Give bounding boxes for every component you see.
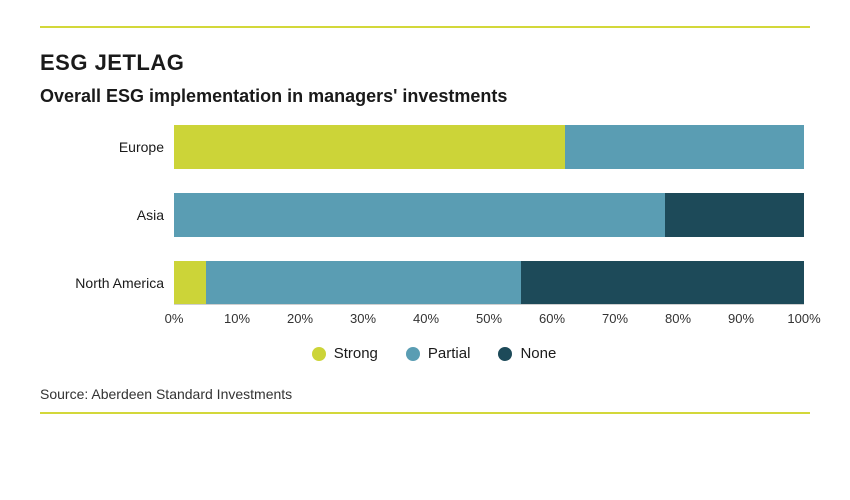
legend-swatch-icon <box>498 347 512 361</box>
y-axis-labels: Europe Asia North America <box>64 125 174 305</box>
y-axis-label: North America <box>64 261 174 305</box>
x-axis-ticks: 0%10%20%30%40%50%60%70%80%90%100% <box>174 305 804 329</box>
bar-row <box>174 125 804 169</box>
x-axis-tick: 100% <box>787 311 820 326</box>
source-text: Source: Aberdeen Standard Investments <box>40 386 810 402</box>
legend: Strong Partial None <box>64 345 804 362</box>
chart-title: ESG JETLAG <box>40 50 810 76</box>
bar-segment-none <box>521 261 805 305</box>
x-axis-tick: 60% <box>539 311 565 326</box>
legend-swatch-icon <box>406 347 420 361</box>
bottom-rule <box>40 412 810 414</box>
bars-container <box>174 125 804 305</box>
bar-row <box>174 193 804 237</box>
y-axis-label: Europe <box>64 125 174 169</box>
bar-row <box>174 261 804 305</box>
top-rule <box>40 26 810 28</box>
x-axis-tick: 30% <box>350 311 376 326</box>
x-axis-tick: 50% <box>476 311 502 326</box>
y-axis-label: Asia <box>64 193 174 237</box>
bar-segment-partial <box>565 125 804 169</box>
x-axis-tick: 90% <box>728 311 754 326</box>
x-axis-tick: 40% <box>413 311 439 326</box>
bar-segment-partial <box>206 261 521 305</box>
bar-segment-partial <box>174 193 665 237</box>
chart: Europe Asia North America 0% 10% 20% 30% 40% 50… <box>64 125 804 362</box>
legend-item-none: None <box>498 345 556 362</box>
x-axis-tick: 80% <box>665 311 691 326</box>
x-axis-tick: 10% <box>224 311 250 326</box>
legend-label: None <box>520 345 556 362</box>
bar-segment-strong <box>174 261 206 305</box>
chart-subtitle: Overall ESG implementation in managers' … <box>40 86 810 107</box>
legend-label: Partial <box>428 345 471 362</box>
plot-area <box>174 125 804 305</box>
legend-label: Strong <box>334 345 378 362</box>
legend-item-partial: Partial <box>406 345 471 362</box>
bar-segment-strong <box>174 125 565 169</box>
bar-segment-none <box>665 193 804 237</box>
x-axis-tick: 20% <box>287 311 313 326</box>
legend-item-strong: Strong <box>312 345 378 362</box>
legend-swatch-icon <box>312 347 326 361</box>
x-axis-tick: 0% <box>165 311 184 326</box>
x-axis-tick: 70% <box>602 311 628 326</box>
